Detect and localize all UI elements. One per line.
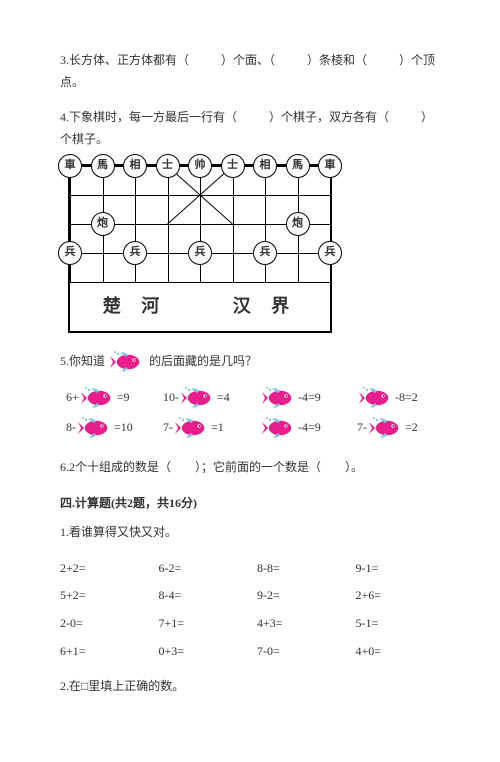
fish-equation: 7- =2 [357,417,440,439]
calc2-title: 2.在□里填上正确的数。 [60,676,440,698]
q4-text-b: ）个棋子，双方各有（ [269,110,389,124]
calc-cell: 7-0= [257,641,342,663]
river-right: 汉 界 [233,290,298,322]
calc-cell: 8-8= [257,558,342,580]
calc-cell: 9-2= [257,585,342,607]
chess-piece: 炮 [91,212,115,236]
question-6: 6.2个十组成的数是（ ）；它前面的一个数是（ ）。 [60,457,440,479]
fish-icon [262,417,296,439]
calc-cell: 4+0= [356,641,441,663]
fish-equation: 7- =1 [163,417,246,439]
fish-icon [262,387,296,409]
calc-cell: 2-0= [60,613,145,635]
calc-cell: 9-1= [356,558,441,580]
calc-cell: 5+2= [60,585,145,607]
chess-piece: 炮 [286,212,310,236]
q3-text-a: 3.长方体、正方体都有（ [60,53,189,67]
calc-cell: 6+1= [60,641,145,663]
chess-piece: 馬 [91,154,115,178]
river-label: 楚 河 汉 界 [70,282,330,330]
q3-text-b: ）个面、（ [221,53,275,67]
calc-cell: 2+6= [356,585,441,607]
fish-icon [369,417,403,439]
river-left: 楚 河 [103,290,168,322]
calc1-title: 1.看谁算得又快又对。 [60,522,440,544]
chess-piece: 相 [123,154,147,178]
fish-equation: 8- =10 [66,417,149,439]
q6-text: 6.2个十组成的数是（ ）；它前面的一个数是（ ）。 [60,460,363,474]
calc-cell: 6-2= [159,558,244,580]
fish-icon [78,417,112,439]
q3-blank-3 [370,50,396,72]
chess-piece: 士 [156,154,180,178]
question-3: 3.长方体、正方体都有（ ）个面、（ ）条棱和（ ）个顶点。 [60,50,440,93]
chess-piece: 相 [253,154,277,178]
q4-blank-2 [392,107,418,129]
calc-cell: 2+2= [60,558,145,580]
fish-equation: -4=9 [260,387,343,409]
calc-cell: 0+3= [159,641,244,663]
fish-icon [81,387,115,409]
q3-blank-2 [278,50,304,72]
chess-board: 車馬相士帅士相馬車炮炮兵兵兵兵兵 楚 河 汉 界 [68,164,440,332]
calc-grid: 2+2= 6-2= 8-8= 9-1= 5+2= 8-4= 9-2= 2+6= 2-0= 7+1=… [60,558,440,662]
section-4-title: 四.计算题(共2题，共16分) [60,493,440,515]
chess-piece: 士 [221,154,245,178]
q5-suffix: 的后面藏的是几吗？ [149,354,257,368]
chess-piece: 兵 [188,241,212,265]
fish-equations: 6+ =9 10- =4 -4=9 -8=2 8- =10 7- =1 -4=9 7- … [66,387,440,439]
chess-piece: 兵 [123,241,147,265]
calc-cell: 7+1= [159,613,244,635]
fish-icon [359,387,393,409]
fish-equation: -4=9 [260,417,343,439]
fish-equation: -8=2 [357,387,440,409]
chess-piece: 帅 [188,154,212,178]
chess-piece: 兵 [318,241,342,265]
calc-cell: 4+3= [257,613,342,635]
chess-piece: 車 [318,154,342,178]
fish-equation: 6+ =9 [66,387,149,409]
chess-piece: 車 [58,154,82,178]
fish-icon [175,417,209,439]
question-4: 4.下象棋时，每一方最后一行有（ ）个棋子，双方各有（ ）个棋子。 [60,107,440,150]
chess-piece: 兵 [253,241,277,265]
question-5: 5.你知道 的后面藏的是几吗？ [60,351,440,373]
calc-cell: 5-1= [356,613,441,635]
calc-cell: 8-4= [159,585,244,607]
fish-icon [110,351,144,373]
q4-text-a: 4.下象棋时，每一方最后一行有（ [60,110,237,124]
chess-piece: 馬 [286,154,310,178]
q5-prefix: 5.你知道 [60,354,105,368]
fish-icon [181,387,215,409]
fish-equation: 10- =4 [163,387,246,409]
chess-piece: 兵 [58,241,82,265]
q4-blank-1 [240,107,266,129]
q3-text-c: ）条棱和（ [307,53,367,67]
q3-blank-1 [192,50,218,72]
